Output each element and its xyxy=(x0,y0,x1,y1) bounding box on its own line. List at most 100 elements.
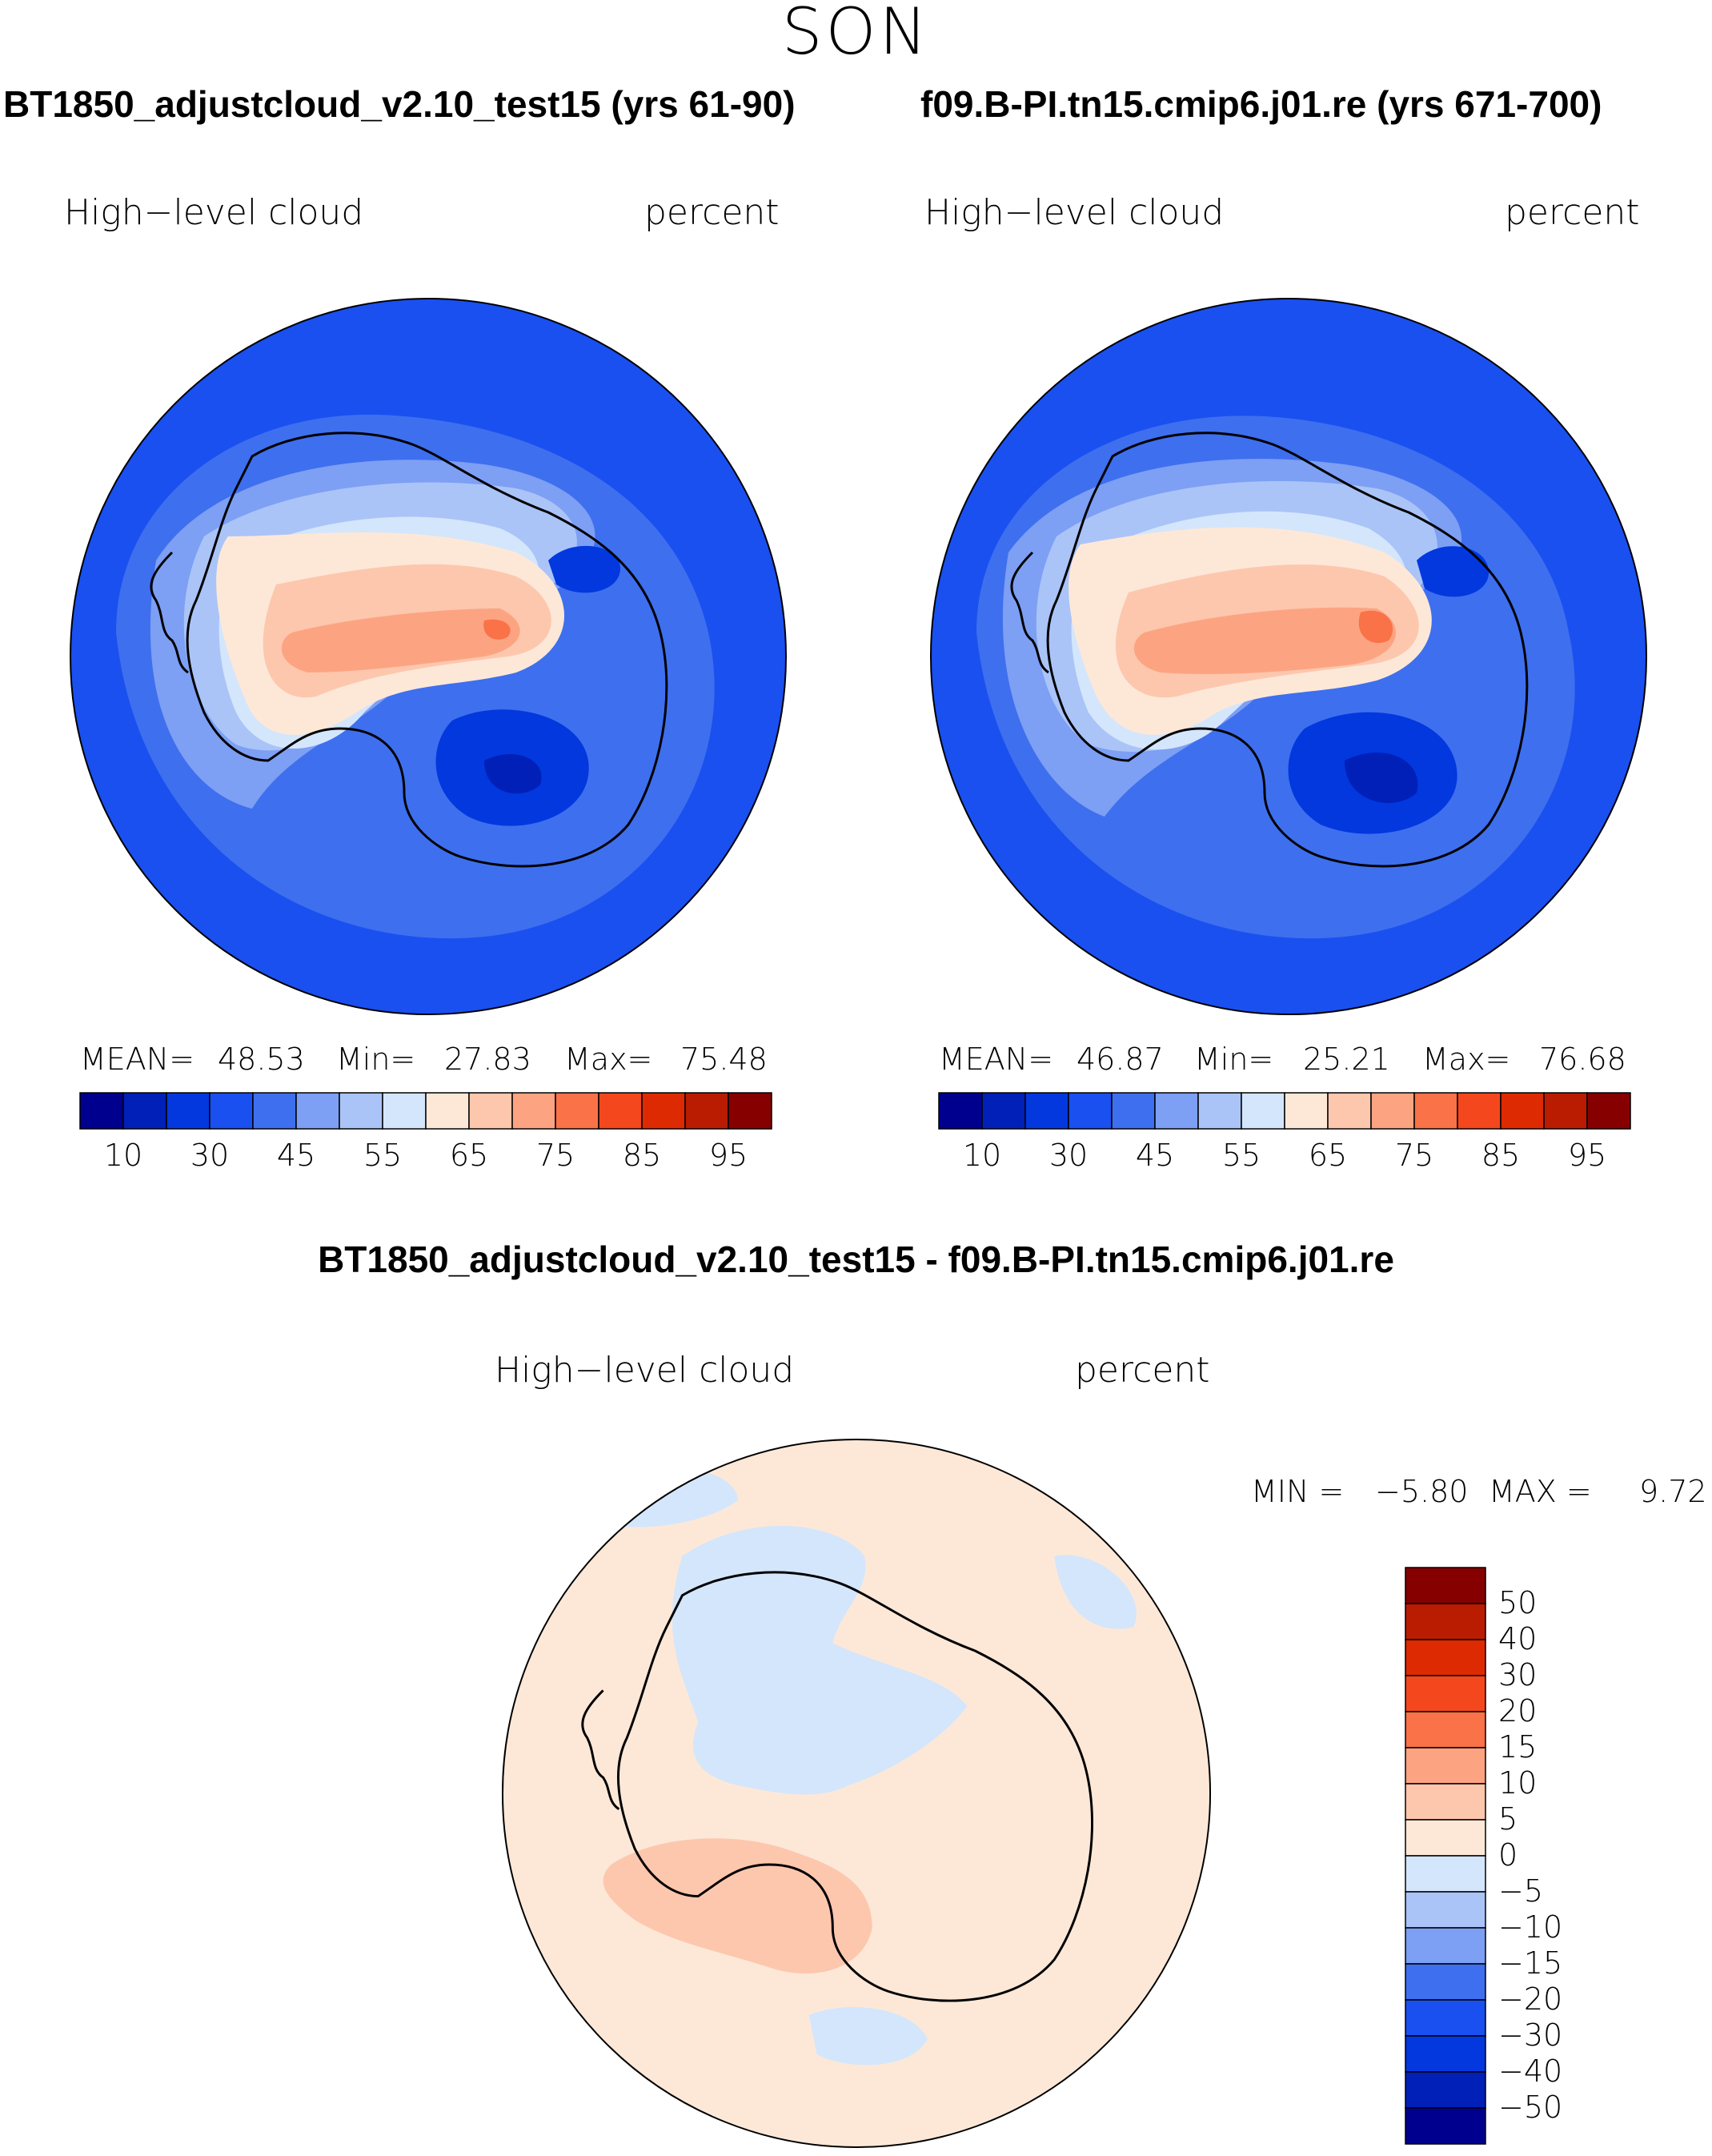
colorbar-diff xyxy=(1405,1567,1486,2145)
diff-panel-units-label: percent xyxy=(1075,1350,1210,1391)
colorbar-1-swatch xyxy=(295,1092,340,1130)
colorbar-diff-swatch xyxy=(1405,1747,1486,1785)
colorbar-2-swatch xyxy=(1500,1092,1545,1130)
colorbar-1-tick-label: 85 xyxy=(622,1138,662,1173)
colorbar-diff-swatch xyxy=(1405,2035,1486,2073)
panel-2-units-label: percent xyxy=(1505,192,1640,233)
diffmap-neg-zone-right xyxy=(1054,1555,1137,1629)
colorbar-diff-tick-label: 40 xyxy=(1498,1621,1538,1656)
map1-warm3-zone xyxy=(281,608,520,672)
panel-1-mean-value: 48.53 xyxy=(218,1042,305,1077)
panel-1-max-value: 75.48 xyxy=(680,1042,768,1077)
panel-2-variable-label: High−level cloud xyxy=(924,192,1225,233)
diff-min-label: MIN = xyxy=(1251,1474,1345,1509)
colorbar-diff-swatch xyxy=(1405,1675,1486,1712)
colorbar-diff-tick-label: −40 xyxy=(1498,2054,1563,2089)
colorbar-2-swatch xyxy=(981,1092,1026,1130)
colorbar-1-tick-label: 65 xyxy=(449,1138,489,1173)
colorbar-2-tick-label: 55 xyxy=(1221,1138,1261,1173)
colorbar-diff-swatch xyxy=(1405,2071,1486,2109)
colorbar-1-tick-label: 45 xyxy=(276,1138,316,1173)
map1-boundary-circle xyxy=(70,298,787,1015)
diffmap-antarctica-coastline xyxy=(616,1571,1093,2002)
colorbar-1-swatch xyxy=(511,1092,556,1130)
colorbar-panel-1 xyxy=(79,1092,772,1130)
colorbar-diff-tick-label: 30 xyxy=(1498,1657,1538,1692)
panel-2-max-label: Max= xyxy=(1422,1042,1511,1077)
colorbar-diff-swatch xyxy=(1405,1891,1486,1929)
diffmap-boundary-circle xyxy=(501,1438,1212,2149)
colorbar-1-swatch xyxy=(555,1092,599,1130)
panel-1-title: BT1850_adjustcloud_v2.10_test15 (yrs 61-… xyxy=(3,83,796,125)
colorbar-diff-tick-label: 20 xyxy=(1498,1693,1538,1728)
colorbar-1-swatch xyxy=(598,1092,643,1130)
colorbar-2-swatch xyxy=(1457,1092,1502,1130)
panel-2-min-label: Min= xyxy=(1194,1042,1274,1077)
map-panel-2 xyxy=(930,298,1647,1015)
colorbar-diff-swatch xyxy=(1405,1639,1486,1676)
map1-peninsula-coast xyxy=(150,551,189,674)
colorbar-diff-swatch xyxy=(1405,1819,1486,1857)
colorbar-1-swatch xyxy=(339,1092,383,1130)
map2-peninsula-coast xyxy=(1010,551,1049,674)
panel-1-variable-label: High−level cloud xyxy=(64,192,364,233)
panel-2-title: f09.B-PI.tn15.cmip6.j01.re (yrs 671-700) xyxy=(920,83,1602,125)
colorbar-diff-tick-label: −30 xyxy=(1498,2017,1563,2053)
diffmap-peninsula-coast xyxy=(581,1689,620,1811)
panel-2-mean-value: 46.87 xyxy=(1077,1042,1164,1077)
colorbar-2-swatch xyxy=(1413,1092,1458,1130)
colorbar-diff-tick-label: −10 xyxy=(1498,1909,1563,1945)
diffmap-neg-zone-bottom xyxy=(808,2007,928,2066)
colorbar-diff-swatch xyxy=(1405,1999,1486,2037)
colorbar-2-swatch xyxy=(1370,1092,1415,1130)
colorbar-1-swatch xyxy=(382,1092,427,1130)
colorbar-diff-swatch xyxy=(1405,1603,1486,1640)
colorbar-diff-swatch xyxy=(1405,2107,1486,2145)
colorbar-diff-swatch xyxy=(1405,1963,1486,2001)
colorbar-panel-2-ticks: 10 30 45 55 65 75 85 95 xyxy=(939,1139,1630,1171)
colorbar-2-swatch xyxy=(1241,1092,1285,1130)
panel-1-max-label: Max= xyxy=(564,1042,653,1077)
colorbar-panel-1-ticks: 10 30 45 55 65 75 85 95 xyxy=(80,1139,772,1171)
colorbar-diff-swatch xyxy=(1405,1927,1486,1965)
map2-warm4-spot xyxy=(1358,610,1393,644)
panel-1-min-label: Min= xyxy=(336,1042,416,1077)
colorbar-2-tick-label: 75 xyxy=(1394,1138,1434,1173)
colorbar-2-swatch xyxy=(1586,1092,1631,1130)
colorbar-2-tick-label: 65 xyxy=(1308,1138,1348,1173)
colorbar-1-tick-label: 55 xyxy=(363,1138,403,1173)
colorbar-2-swatch xyxy=(1024,1092,1069,1130)
colorbar-1-tick-label: 75 xyxy=(535,1138,575,1173)
colorbar-diff-swatch xyxy=(1405,1711,1486,1748)
colorbar-diff-tick-label: −20 xyxy=(1498,1981,1563,2017)
colorbar-diff-tick-label: −15 xyxy=(1498,1945,1563,1981)
colorbar-diff-tick-label: −50 xyxy=(1498,2090,1563,2125)
panel-2-min-value: 25.21 xyxy=(1303,1042,1390,1077)
colorbar-diff-tick-label: 50 xyxy=(1498,1585,1538,1620)
colorbar-1-tick-label: 95 xyxy=(708,1138,748,1173)
colorbar-1-swatch xyxy=(468,1092,513,1130)
colorbar-diff-tick-label: 0 xyxy=(1498,1837,1518,1873)
colorbar-2-swatch xyxy=(1111,1092,1156,1130)
map2-deeper-core xyxy=(1345,752,1418,803)
colorbar-2-tick-label: 10 xyxy=(962,1138,1002,1173)
map2-antarctica-coastline xyxy=(1046,432,1529,868)
colorbar-1-tick-label: 30 xyxy=(190,1138,230,1173)
colorbar-panel-2 xyxy=(938,1092,1631,1130)
colorbar-2-swatch xyxy=(1197,1092,1242,1130)
map1-warm4-spot xyxy=(483,619,511,640)
colorbar-2-tick-label: 85 xyxy=(1481,1138,1521,1173)
colorbar-1-swatch xyxy=(684,1092,729,1130)
diff-panel-title: BT1850_adjustcloud_v2.10_test15 - f09.B-… xyxy=(318,1239,1394,1280)
colorbar-2-tick-label: 45 xyxy=(1135,1138,1175,1173)
colorbar-2-swatch xyxy=(1068,1092,1113,1130)
diff-max-value: 9.72 xyxy=(1639,1474,1707,1509)
colorbar-1-swatch xyxy=(252,1092,297,1130)
colorbar-2-swatch xyxy=(938,1092,983,1130)
map1-deeper-core xyxy=(484,753,542,794)
season-title: SON xyxy=(781,0,931,69)
colorbar-1-swatch xyxy=(79,1092,124,1130)
colorbar-1-swatch xyxy=(166,1092,210,1130)
map-panel-1 xyxy=(70,298,787,1015)
colorbar-1-swatch xyxy=(122,1092,167,1130)
